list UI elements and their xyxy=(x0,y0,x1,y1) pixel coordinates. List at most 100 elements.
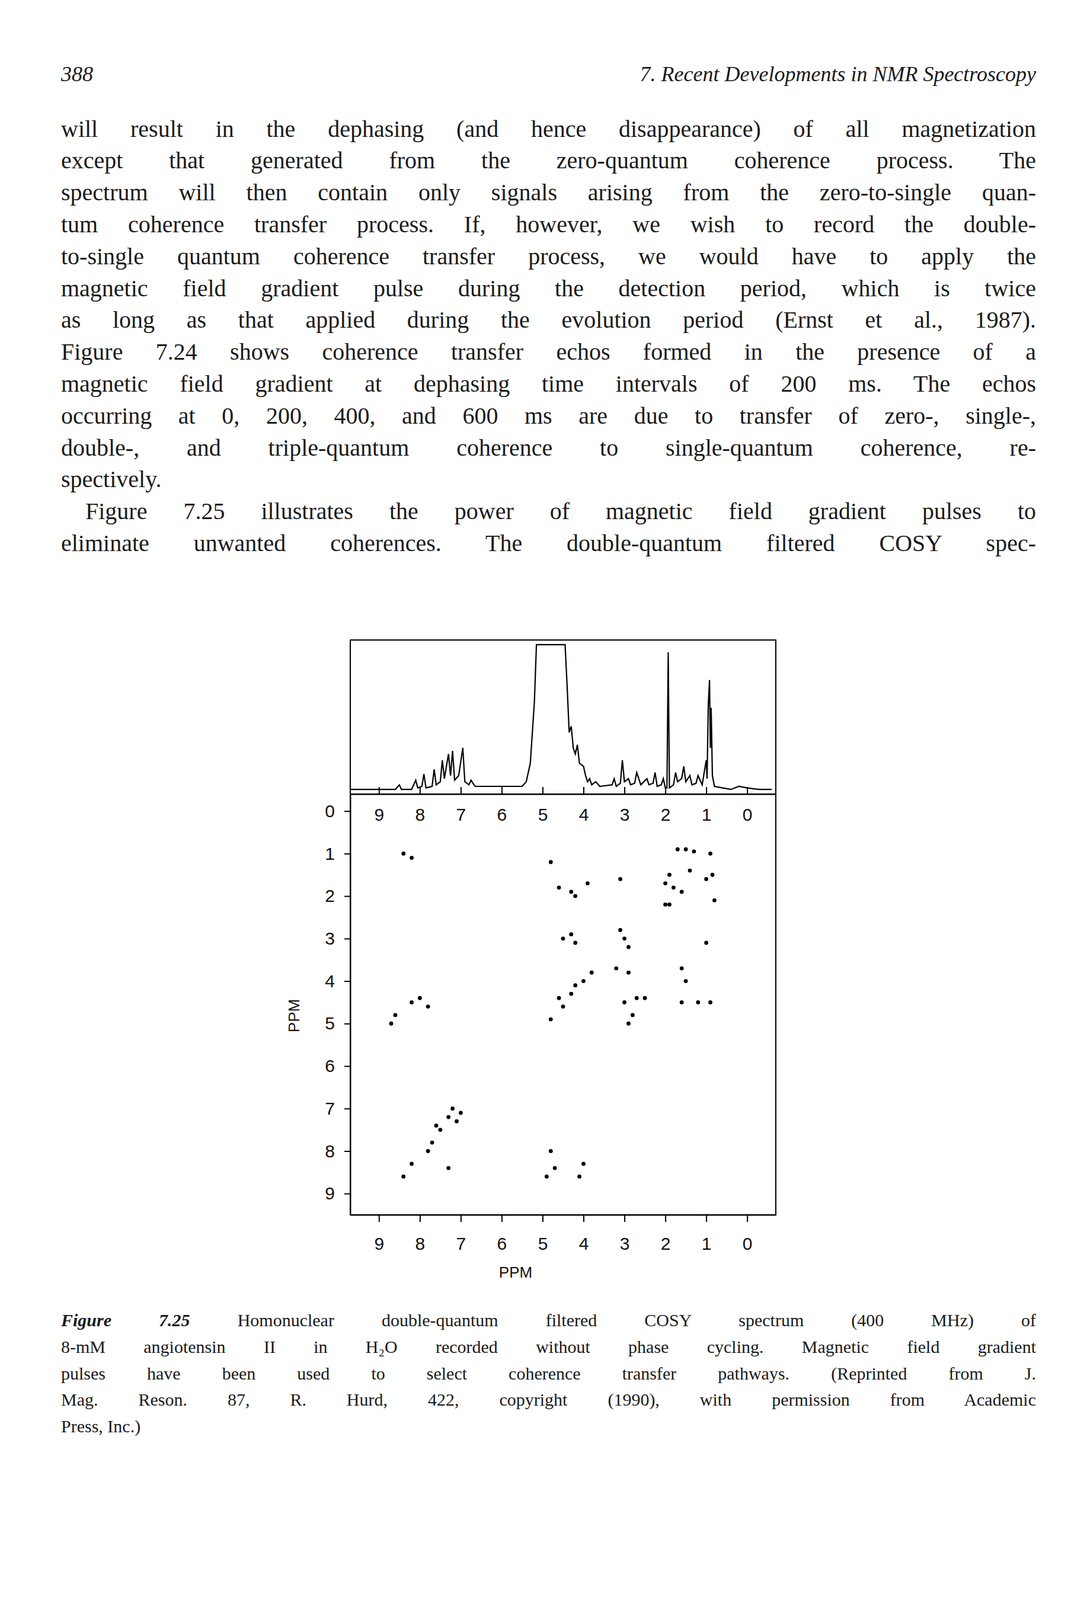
body-line: magnetic field gradient pulse during the… xyxy=(61,274,1036,307)
peak xyxy=(401,1174,406,1179)
peak xyxy=(679,1000,684,1005)
peak xyxy=(393,1013,398,1018)
tick: 3 xyxy=(619,787,631,825)
figure: 987654321098765432100123456789PPMPPM xyxy=(0,0,1068,1600)
tick-mark xyxy=(344,853,351,855)
body-line: Figure 7.24 shows coherence transfer ech… xyxy=(61,337,1036,370)
peak xyxy=(446,1115,451,1120)
peak xyxy=(568,890,574,895)
tick-label: 3 xyxy=(324,928,335,949)
tick: 3 xyxy=(324,928,351,949)
tick: 0 xyxy=(324,801,351,821)
tick-mark xyxy=(501,1214,503,1223)
tick: 9 xyxy=(324,1183,351,1204)
tick-mark xyxy=(583,1214,585,1223)
tick: 2 xyxy=(660,1214,671,1254)
tick-mark xyxy=(746,787,748,795)
tick-mark xyxy=(344,1108,351,1110)
plot-frame xyxy=(350,640,776,795)
body-line: except that generated from the zero-quan… xyxy=(61,146,1036,179)
peak xyxy=(675,847,680,852)
peak xyxy=(409,1000,414,1005)
tick-label: 8 xyxy=(324,1141,335,1162)
tick-label: 7 xyxy=(456,1233,467,1254)
peak xyxy=(426,1004,431,1009)
caption-line: Figure 7.25 Homonuclear double-quantum f… xyxy=(61,1310,1036,1338)
peak xyxy=(389,1021,394,1026)
peak xyxy=(626,1021,631,1026)
tick-label: 1 xyxy=(701,804,712,825)
tick-mark xyxy=(344,1193,351,1195)
tick-label: 3 xyxy=(619,1233,631,1254)
tick: 8 xyxy=(415,1214,426,1254)
peak xyxy=(548,859,553,865)
axis-line xyxy=(350,1214,777,1217)
running-title: 7. Recent Developments in NMR Spectrosco… xyxy=(640,61,1036,87)
tick-label: 5 xyxy=(538,1233,549,1254)
x-axis: 9876543210 xyxy=(350,1214,777,1254)
peak xyxy=(622,1000,627,1005)
tick-label: 0 xyxy=(742,1233,753,1254)
tick-label: 9 xyxy=(373,1233,385,1254)
body-line: to-single quantum coherence transfer pro… xyxy=(61,242,1036,275)
peak xyxy=(581,1162,586,1167)
peak xyxy=(548,1017,553,1022)
body-line: eliminate unwanted coherences. The doubl… xyxy=(61,529,1036,562)
tick: 9 xyxy=(373,787,385,825)
tick: 6 xyxy=(497,1214,508,1254)
tick-mark xyxy=(583,787,585,795)
page-number: 388 xyxy=(61,61,94,87)
peak xyxy=(622,936,627,941)
y-axis: 0123456789 xyxy=(324,794,351,1216)
body-line: occurring at 0, 200, 400, and 600 ms are… xyxy=(61,401,1036,434)
tick-mark xyxy=(705,1214,708,1223)
cross-peaks xyxy=(389,847,717,1179)
peak xyxy=(437,1127,443,1133)
x-axis-title: PPM xyxy=(499,1263,533,1282)
tick: 0 xyxy=(742,787,753,825)
body-line: spectively. xyxy=(61,465,162,498)
tick: 8 xyxy=(415,787,426,825)
peak xyxy=(667,902,672,907)
tick: 9 xyxy=(373,1214,385,1254)
tick-mark xyxy=(746,1214,748,1223)
peak xyxy=(618,928,623,933)
peak xyxy=(671,885,676,890)
tick: 4 xyxy=(324,971,351,991)
tick-label: 9 xyxy=(324,1183,335,1204)
peak xyxy=(626,970,631,975)
body-line: Figure 7.25 illustrates the power of mag… xyxy=(85,497,1036,530)
tick-mark xyxy=(419,787,421,795)
peak xyxy=(454,1119,459,1124)
peak xyxy=(401,851,406,856)
peak xyxy=(679,890,684,895)
peak xyxy=(409,855,414,860)
tick-label: 7 xyxy=(456,804,467,825)
tick-label: 8 xyxy=(415,804,426,825)
peak xyxy=(573,983,578,988)
tick-mark xyxy=(542,1214,544,1223)
tick: 5 xyxy=(538,1214,549,1254)
peak xyxy=(634,996,639,1001)
tick-mark xyxy=(624,1214,626,1223)
tick-mark xyxy=(501,787,503,795)
body-line: will result in the dephasing (and hence … xyxy=(61,114,1036,147)
peak xyxy=(561,1004,566,1009)
tick-mark xyxy=(378,1214,380,1223)
peak xyxy=(430,1140,435,1146)
peak xyxy=(548,1149,553,1154)
tick-mark xyxy=(664,787,667,795)
tick-mark xyxy=(419,1214,421,1223)
spectrum-1d xyxy=(350,644,772,790)
tick-mark xyxy=(344,896,351,898)
tick: 5 xyxy=(324,1013,351,1034)
tick: 2 xyxy=(660,787,671,825)
tick-mark xyxy=(542,787,544,795)
tick: 7 xyxy=(456,1214,467,1254)
tick-label: 0 xyxy=(324,801,335,821)
tick-label: 6 xyxy=(497,1233,508,1254)
tick: 6 xyxy=(324,1056,351,1076)
tick-label: 9 xyxy=(373,804,385,825)
tick-label: 4 xyxy=(579,804,590,825)
tick: 4 xyxy=(579,787,590,825)
